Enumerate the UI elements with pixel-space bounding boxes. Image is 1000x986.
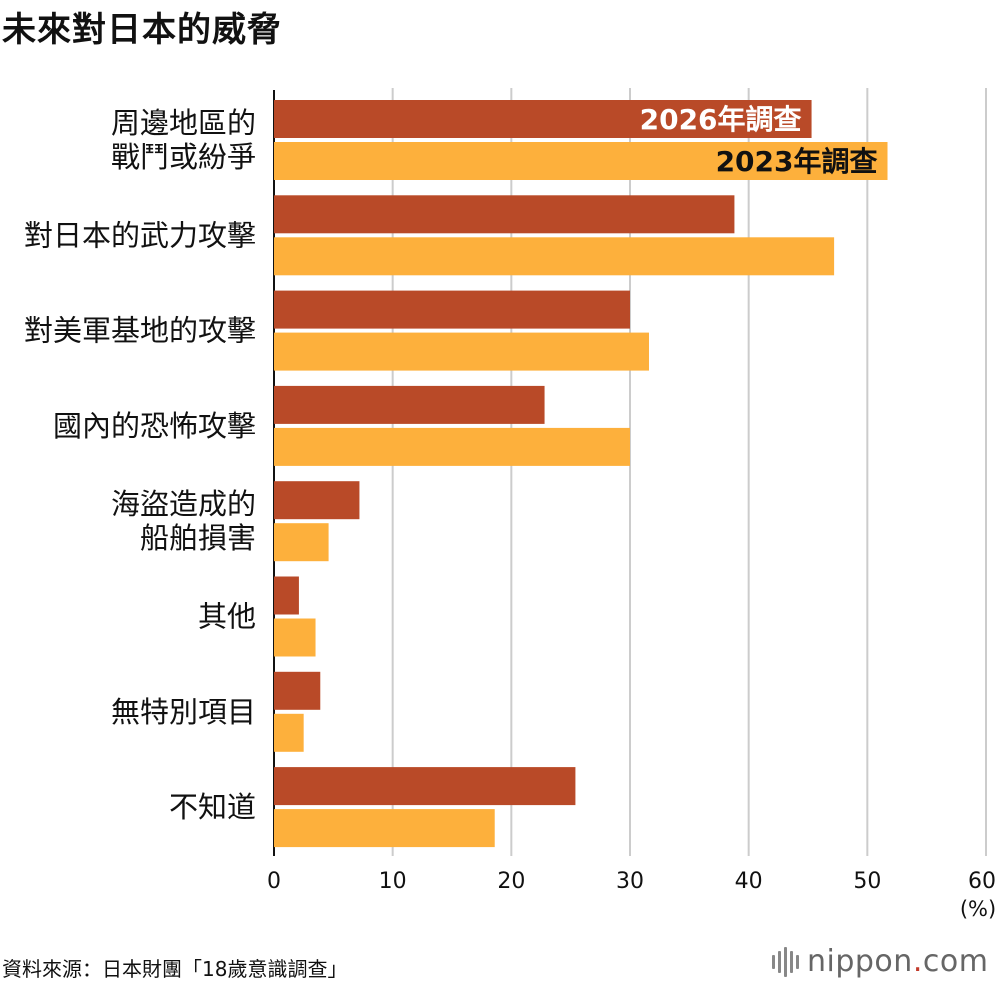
bar (274, 100, 812, 138)
category-label: 對美軍基地的攻擊 (24, 314, 256, 348)
x-tick-label: 40 (735, 869, 763, 894)
category-label: 周邊地區的 (111, 106, 256, 140)
bar (274, 809, 495, 848)
category-labels: 周邊地區的戰鬥或紛爭對日本的武力攻擊對美軍基地的攻擊國內的恐怖攻擊海盜造成的船舶… (24, 106, 256, 824)
x-unit-label: (%) (960, 897, 996, 921)
bar (274, 385, 545, 424)
x-axis-ticks: 0 10 20 30 40 50 60 (%) (267, 869, 996, 921)
category-label: 海盜造成的 (111, 487, 256, 521)
source-note: 資料來源：日本財團「18歲意識調查」 (2, 957, 348, 981)
bar (274, 332, 649, 371)
x-tick-label: 0 (267, 869, 281, 894)
x-tick-label: 20 (497, 869, 525, 894)
logo-suffix: com (922, 944, 989, 979)
series-label: 2026年調查 (640, 103, 802, 136)
bars (274, 100, 888, 848)
series-labels: 2026年調查 2023年調查 (640, 103, 878, 178)
bar (274, 767, 576, 806)
bar (274, 142, 888, 180)
bar (274, 576, 299, 615)
bar (274, 713, 304, 752)
bar (274, 290, 630, 329)
x-tick-label: 60 (968, 869, 996, 894)
bar (274, 671, 321, 710)
nippon-logo: nippon. com (772, 944, 988, 979)
category-label: 無特別項目 (111, 695, 256, 729)
logo-dot: . (912, 944, 923, 979)
category-label: 戰鬥或紛爭 (111, 140, 256, 174)
bar (274, 618, 316, 657)
bar (274, 523, 329, 562)
bar (274, 427, 630, 466)
x-tick-label: 50 (853, 869, 881, 894)
logo-name: nippon (807, 944, 913, 979)
x-tick-label: 10 (379, 869, 407, 894)
bar (274, 195, 735, 234)
bar (274, 237, 835, 276)
bar-chart: 周邊地區的戰鬥或紛爭對日本的武力攻擊對美軍基地的攻擊國內的恐怖攻擊海盜造成的船舶… (24, 88, 996, 921)
x-tick-label: 30 (616, 869, 644, 894)
chart-title: 未來對日本的威脅 (2, 10, 282, 50)
category-label: 其他 (198, 600, 256, 634)
logo-bars-icon (772, 946, 799, 977)
category-label: 船舶損害 (140, 521, 256, 555)
category-label: 對日本的武力攻擊 (24, 218, 256, 252)
bar (274, 481, 360, 520)
category-label: 國內的恐怖攻擊 (53, 409, 256, 443)
series-label: 2023年調查 (716, 145, 878, 178)
category-label: 不知道 (169, 790, 256, 824)
